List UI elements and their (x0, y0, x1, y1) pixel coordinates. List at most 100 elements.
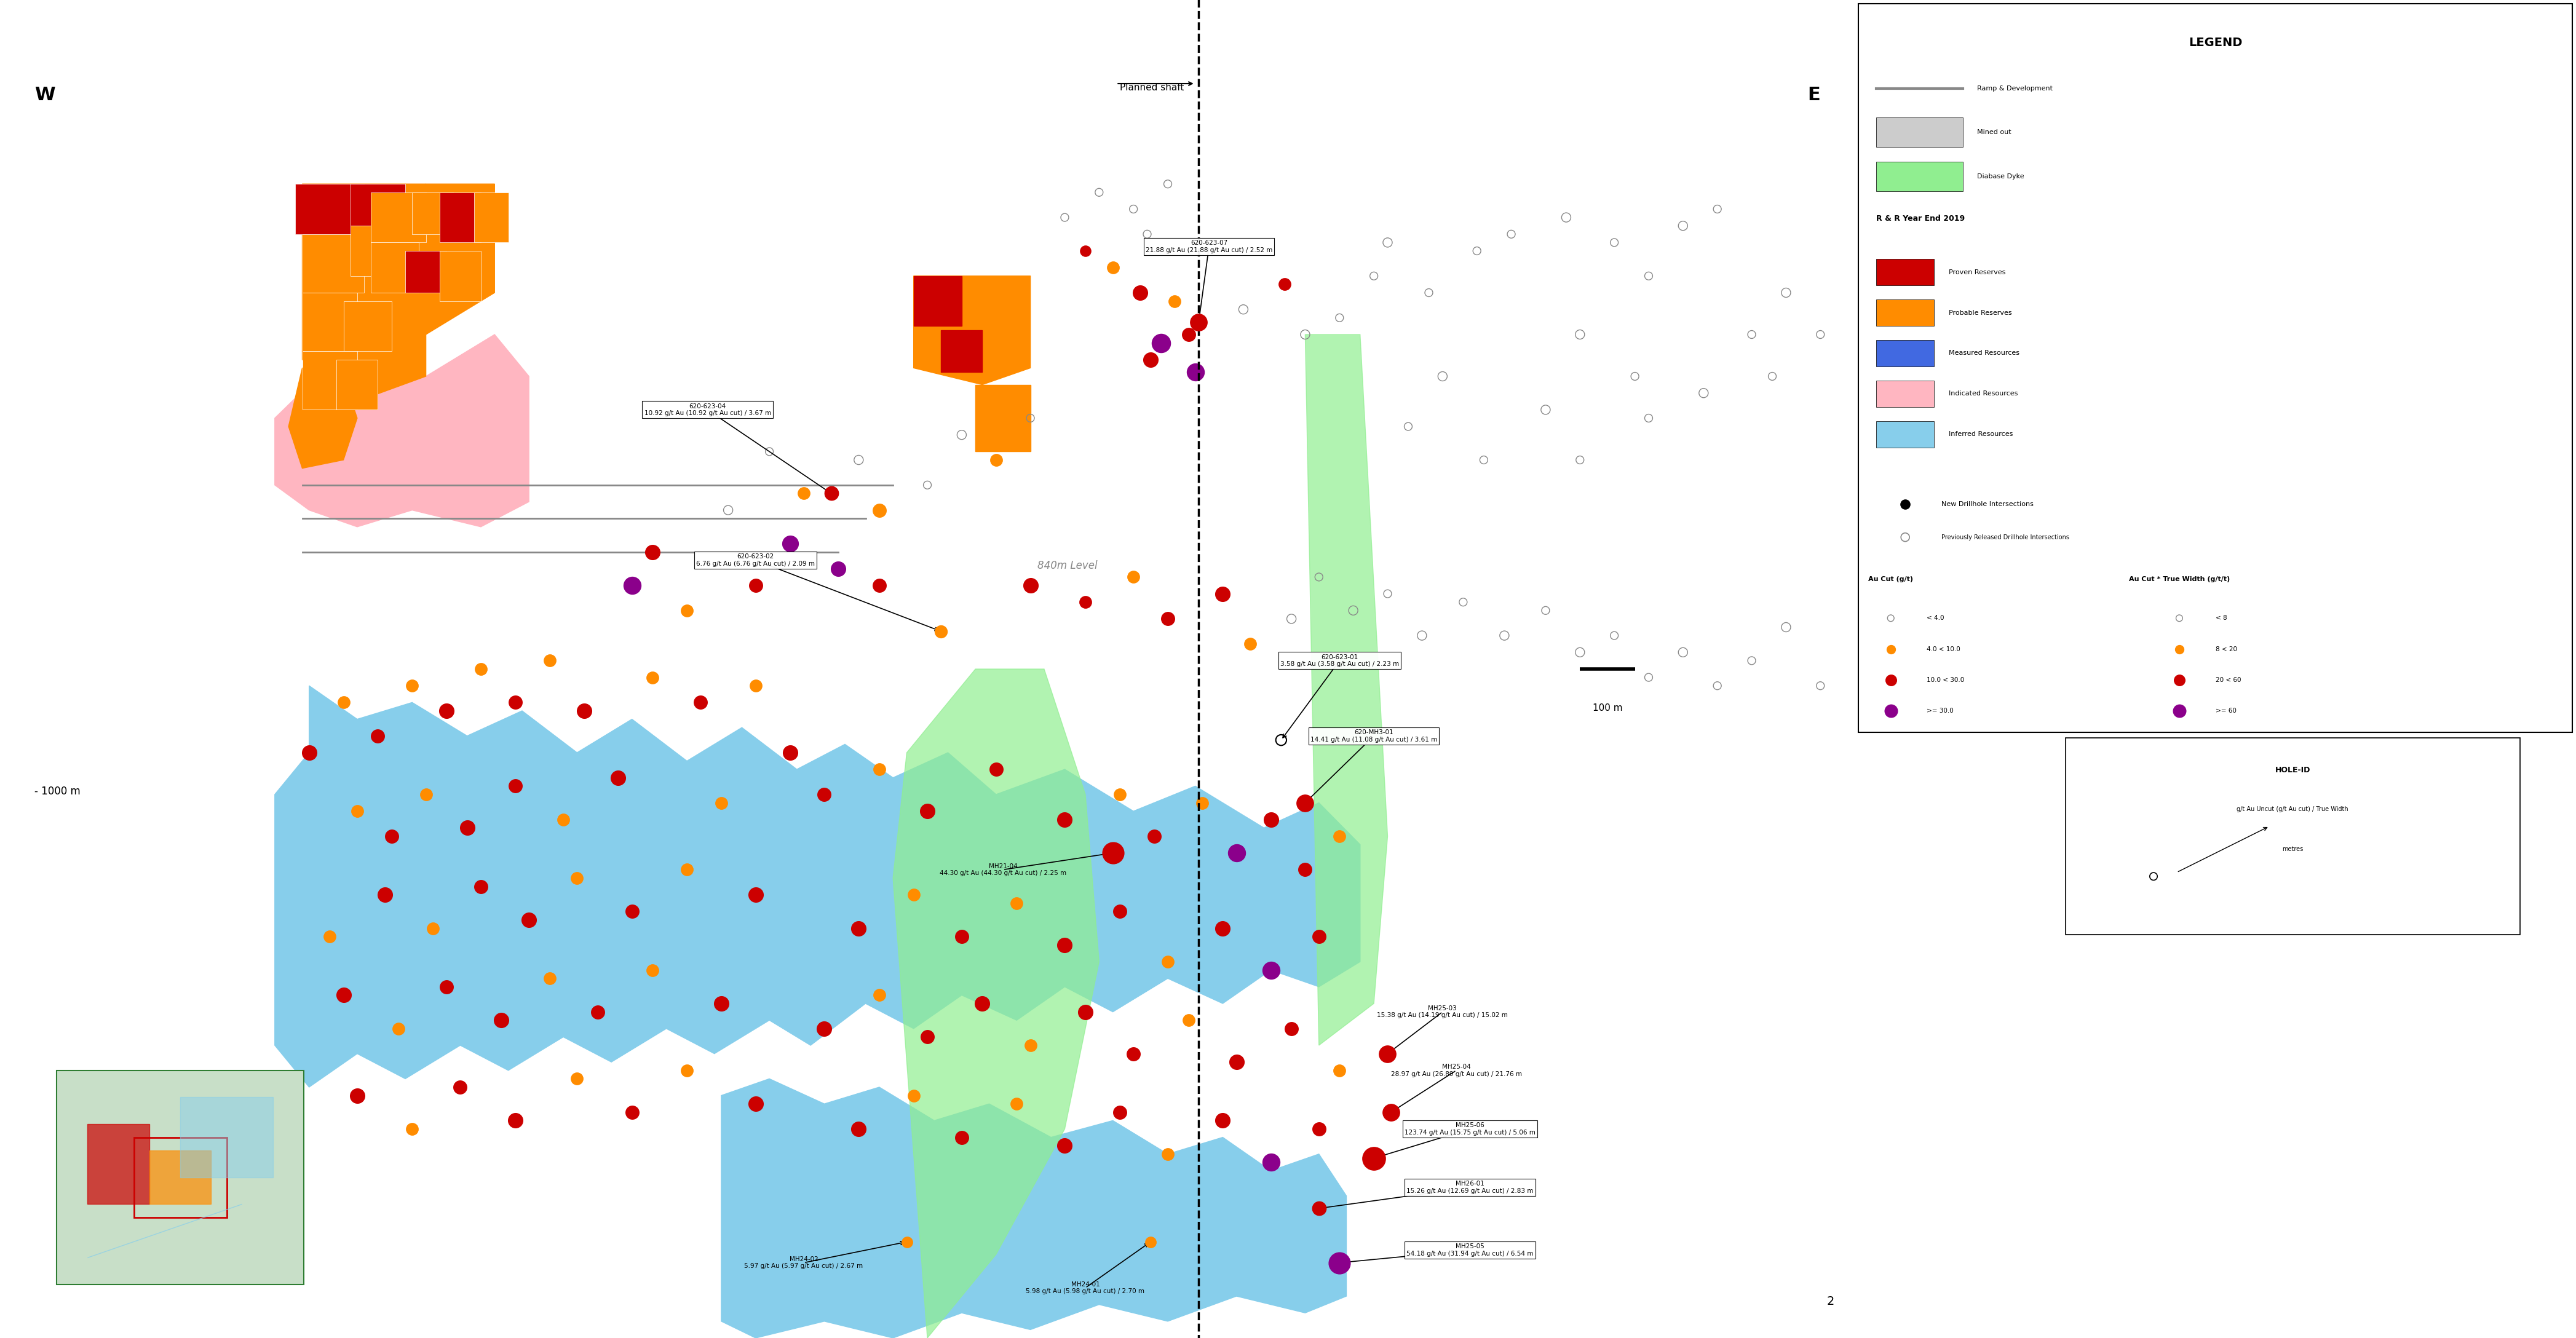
Text: New Drillhole Intersections: New Drillhole Intersections (1942, 500, 2032, 507)
Point (1010, 407, 1051, 428)
Point (1319, 1252, 1360, 1274)
Point (811, 483, 853, 504)
Polygon shape (940, 330, 981, 372)
Point (1352, 265, 1394, 286)
Text: Previously Released Drillhole Intersections: Previously Released Drillhole Intersecti… (1942, 534, 2069, 541)
Bar (371, 242, 420, 293)
Point (631, 666, 672, 688)
Point (1886, 494, 1927, 515)
Text: >= 60: >= 60 (2215, 708, 2236, 714)
Point (1455, 241, 1497, 262)
Point (1595, 625, 1636, 646)
Point (1870, 669, 1911, 690)
Point (1146, 174, 1188, 195)
Text: 620-623-01
3.58 g/t Au (3.58 g/t Au cut) / 2.23 m: 620-623-01 3.58 g/t Au (3.58 g/t Au cut)… (1280, 654, 1399, 668)
Text: >= 30.0: >= 30.0 (1927, 708, 1953, 714)
Point (1332, 599, 1373, 621)
Point (1463, 450, 1504, 471)
Bar (474, 193, 507, 242)
Text: MH25-06
123.74 g/t Au (15.75 g/t Au cut) / 5.06 m: MH25-06 123.74 g/t Au (15.75 g/t Au cut)… (1404, 1123, 1535, 1136)
Point (1615, 365, 1656, 387)
Polygon shape (894, 669, 1100, 1338)
Text: MH25-03
15.38 g/t Au (14.19 g/t Au cut) / 15.02 m: MH25-03 15.38 g/t Au (14.19 g/t Au cut) … (1378, 1005, 1507, 1018)
Point (358, 725, 399, 747)
Point (2133, 866, 2174, 887)
Point (1113, 1044, 1154, 1065)
Point (611, 575, 652, 597)
Point (976, 450, 1018, 471)
Polygon shape (276, 685, 1360, 1086)
Point (1203, 583, 1244, 605)
Point (1270, 607, 1311, 630)
Bar (301, 293, 358, 352)
Point (1525, 599, 1566, 621)
Point (1870, 638, 1911, 660)
Point (289, 741, 330, 763)
Text: 2: 2 (1826, 1295, 1834, 1307)
Polygon shape (149, 1151, 211, 1204)
Point (363, 884, 404, 906)
Text: 840m Level: 840m Level (1038, 561, 1097, 571)
Point (1133, 826, 1175, 847)
Text: MH26-01
15.26 g/t Au (12.69 g/t Au cut) / 2.83 m: MH26-01 15.26 g/t Au (12.69 g/t Au cut) … (1406, 1181, 1533, 1193)
Point (1203, 1111, 1244, 1132)
Text: Diabase Dyke: Diabase Dyke (1978, 174, 2025, 179)
Point (1595, 231, 1636, 253)
Point (1319, 1060, 1360, 1081)
Point (2159, 607, 2200, 629)
Point (1010, 1034, 1051, 1056)
Point (379, 1018, 420, 1040)
Polygon shape (976, 385, 1030, 452)
Point (461, 658, 502, 680)
Point (577, 1001, 618, 1022)
Point (858, 575, 899, 597)
Point (1064, 241, 1105, 262)
Point (337, 1085, 379, 1107)
Point (894, 884, 935, 906)
Text: Measured Resources: Measured Resources (1947, 351, 2020, 356)
Bar (412, 193, 453, 234)
Point (1370, 1101, 1412, 1123)
Bar (301, 234, 363, 293)
Point (1298, 1198, 1340, 1219)
Point (598, 767, 639, 788)
Point (528, 650, 569, 672)
Point (1628, 666, 1669, 688)
Point (997, 1093, 1038, 1115)
Point (976, 759, 1018, 780)
Polygon shape (88, 1204, 242, 1258)
Point (1319, 308, 1360, 329)
Point (1141, 332, 1182, 353)
Point (1064, 591, 1105, 613)
Point (1092, 843, 1133, 864)
FancyBboxPatch shape (1857, 4, 2573, 732)
Point (1100, 900, 1141, 922)
Point (894, 1085, 935, 1107)
Text: Au Cut (g/t): Au Cut (g/t) (1868, 577, 1914, 582)
Point (1443, 591, 1484, 613)
Point (1352, 1148, 1394, 1169)
Text: MH25-04
28.97 g/t Au (26.89 g/t Au cut) / 21.76 m: MH25-04 28.97 g/t Au (26.89 g/t Au cut) … (1391, 1064, 1522, 1077)
Point (528, 967, 569, 989)
Text: Ramp & Development: Ramp & Development (1978, 86, 2053, 91)
Polygon shape (721, 1078, 1347, 1338)
Bar (1875, 118, 1963, 147)
Point (495, 776, 536, 797)
Point (2159, 669, 2200, 690)
Point (611, 900, 652, 922)
Point (817, 558, 858, 579)
Point (392, 674, 433, 696)
Bar (350, 226, 399, 276)
Point (1043, 206, 1084, 227)
Point (750, 442, 791, 463)
Point (858, 499, 899, 520)
Point (1043, 808, 1084, 830)
Point (461, 876, 502, 898)
Point (1092, 257, 1133, 278)
Point (1113, 566, 1154, 587)
Point (858, 759, 899, 780)
Point (1249, 808, 1291, 830)
Text: LEGEND: LEGEND (2190, 37, 2241, 48)
Point (1285, 792, 1327, 814)
Polygon shape (914, 276, 1030, 385)
